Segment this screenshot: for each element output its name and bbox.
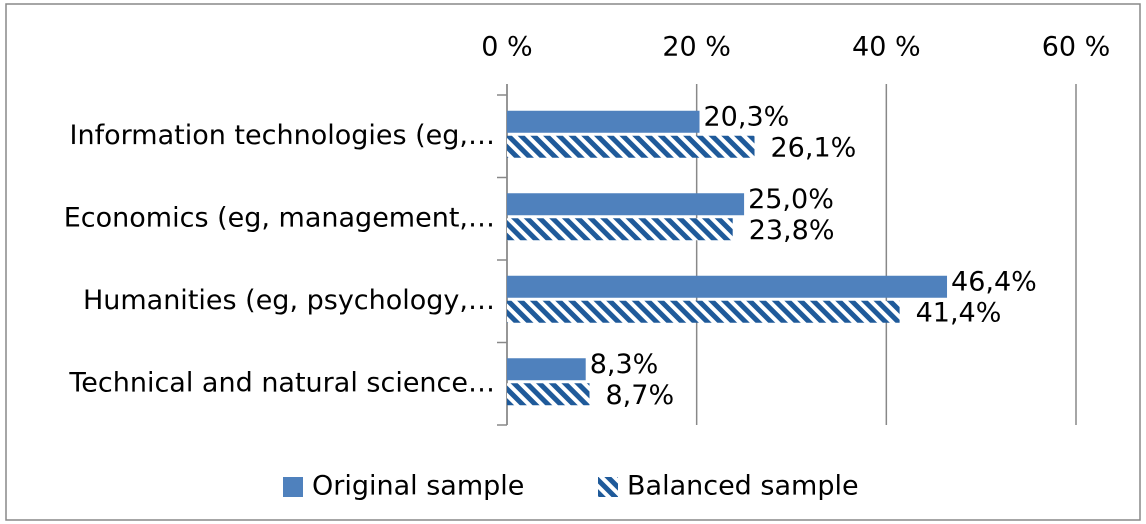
data-label: 20,3% — [704, 101, 790, 132]
bar — [507, 135, 755, 158]
y-tick-label: Economics (eg, management,… — [64, 202, 495, 233]
data-label: 8,7% — [606, 380, 675, 411]
legend-label: Balanced sample — [627, 471, 859, 502]
data-label: 46,4% — [951, 266, 1037, 297]
bar — [507, 275, 948, 298]
y-tick-label: Information technologies (eg,… — [70, 120, 495, 151]
bar — [507, 110, 700, 133]
bar — [507, 300, 900, 323]
bar — [507, 193, 745, 216]
bar — [507, 383, 590, 406]
data-label: 41,4% — [916, 297, 1002, 328]
x-tick-label: 40 % — [852, 32, 921, 63]
data-label: 8,3% — [590, 349, 659, 380]
chart-border — [5, 3, 1141, 521]
y-tick-label: Technical and natural science… — [68, 367, 495, 398]
data-label: 26,1% — [771, 132, 857, 163]
bar — [507, 218, 733, 241]
data-label: 23,8% — [749, 215, 835, 246]
data-label: 25,0% — [748, 184, 834, 215]
legend-swatch — [283, 477, 303, 497]
legend-label: Original sample — [312, 471, 524, 502]
legend-swatch — [598, 477, 618, 497]
bar — [507, 358, 586, 381]
x-tick-label: 60 % — [1042, 32, 1111, 63]
x-tick-label: 0 % — [481, 32, 532, 63]
x-tick-label: 20 % — [662, 32, 731, 63]
y-tick-label: Humanities (eg, psychology,… — [83, 285, 495, 316]
